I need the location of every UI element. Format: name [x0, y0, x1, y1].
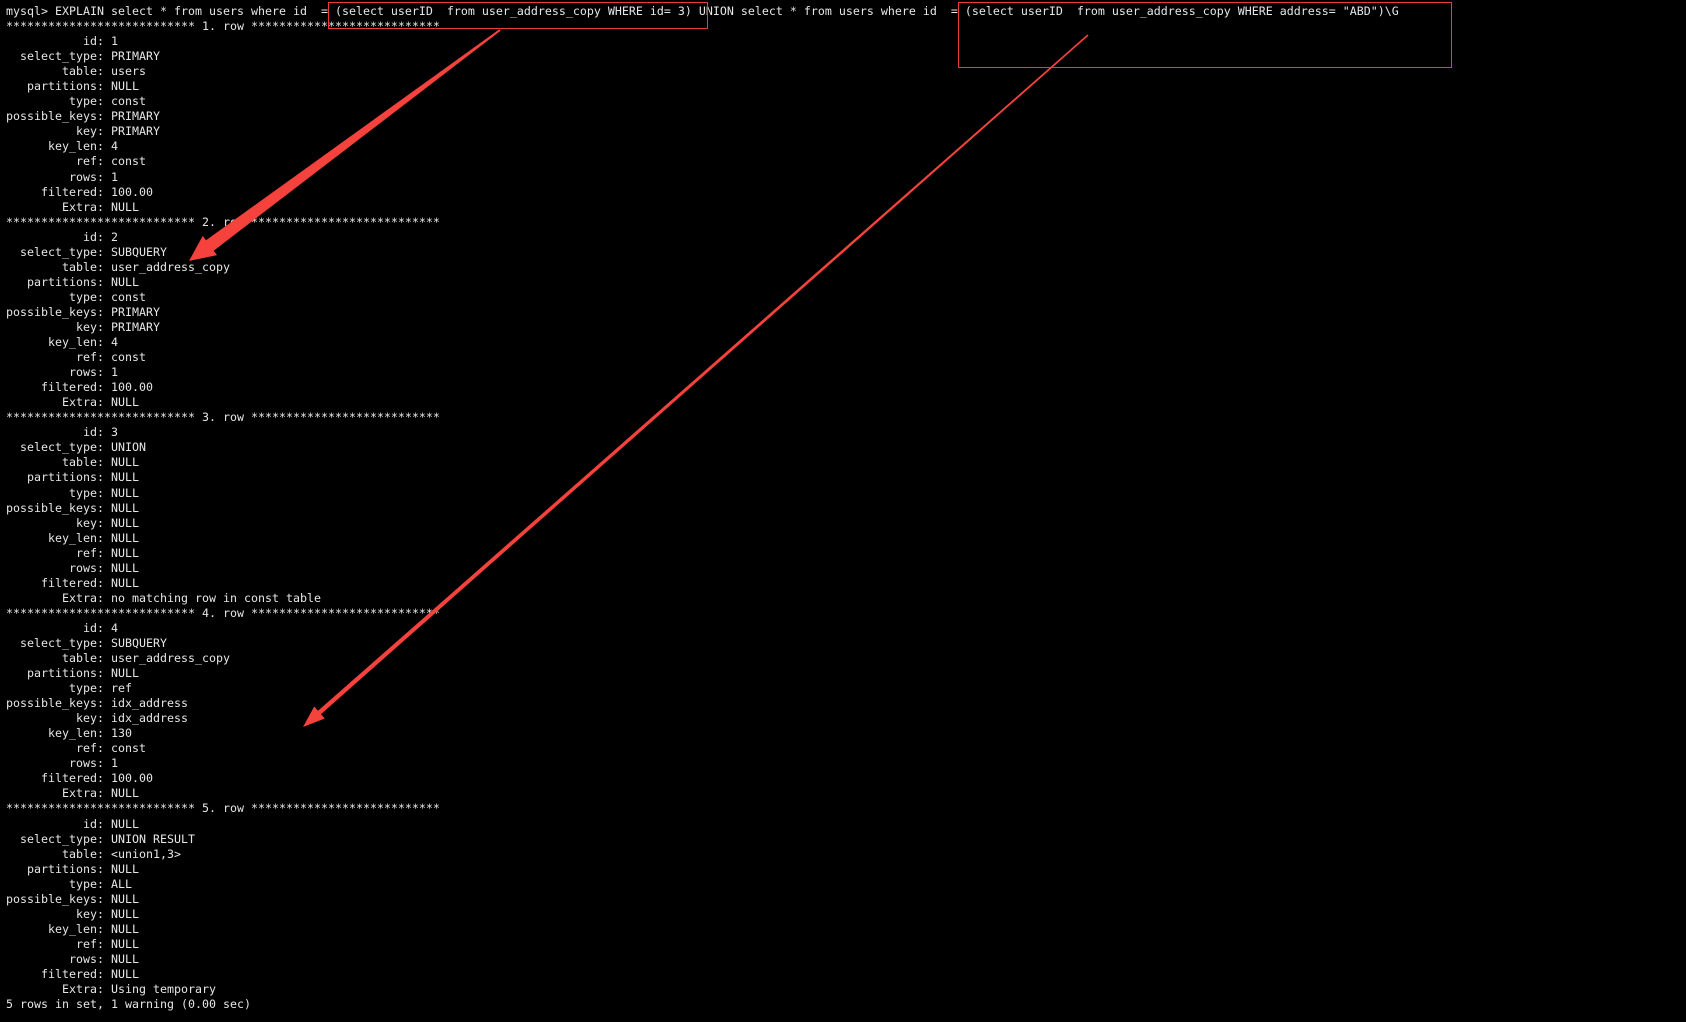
explain-field-ref: ref: const — [75, 350, 146, 365]
explain-field-possible_keys: possible_keys: NULL — [6, 500, 139, 515]
explain-field-key_len: key_len: 4 — [47, 139, 118, 154]
explain-field-ref: ref: NULL — [75, 936, 139, 951]
explain-field-key_len: key_len: NULL — [47, 921, 139, 936]
explain-field-possible_keys: possible_keys: idx_address — [6, 696, 188, 711]
explain-field-filtered: filtered: NULL — [40, 575, 139, 590]
explain-field-extra: Extra: no matching row in const table — [61, 590, 321, 605]
explain-field-rows: rows: 1 — [68, 365, 118, 380]
explain-field-possible_keys: possible_keys: PRIMARY — [6, 109, 160, 124]
explain-field-table: table: <union1,3> — [61, 846, 181, 861]
explain-field-key: key: NULL — [75, 515, 139, 530]
explain-field-type: type: const — [68, 94, 146, 109]
row-separator: *************************** 5. row *****… — [6, 801, 440, 816]
highlight-box-subquery-id3 — [328, 2, 708, 29]
explain-field-partitions: partitions: NULL — [26, 79, 139, 94]
explain-field-rows: rows: 1 — [68, 756, 118, 771]
explain-field-type: type: const — [68, 289, 146, 304]
explain-field-key: key: idx_address — [75, 711, 188, 726]
explain-field-id: id: 2 — [82, 229, 118, 244]
row-separator: *************************** 3. row *****… — [6, 410, 440, 425]
command-line: mysql> EXPLAIN select * from users where… — [6, 4, 1399, 18]
explain-field-id: id: 4 — [82, 620, 118, 635]
explain-field-rows: rows: 1 — [68, 169, 118, 184]
explain-field-key_len: key_len: 4 — [47, 335, 118, 350]
explain-field-table: table: user_address_copy — [61, 259, 230, 274]
explain-field-extra: Extra: NULL — [61, 786, 139, 801]
explain-field-partitions: partitions: NULL — [26, 274, 139, 289]
explain-field-possible_keys: possible_keys: NULL — [6, 891, 139, 906]
explain-field-select_type: select_type: UNION RESULT — [19, 831, 195, 846]
explain-field-partitions: partitions: NULL — [26, 861, 139, 876]
explain-field-ref: ref: const — [75, 154, 146, 169]
explain-field-extra: Extra: NULL — [61, 199, 139, 214]
row-separator: *************************** 4. row *****… — [6, 605, 440, 620]
explain-field-key_len: key_len: NULL — [47, 530, 139, 545]
explain-field-type: type: NULL — [68, 485, 139, 500]
explain-field-extra: Extra: NULL — [61, 395, 139, 410]
explain-field-id: id: NULL — [82, 816, 139, 831]
explain-field-table: table: user_address_copy — [61, 651, 230, 666]
explain-field-id: id: 3 — [82, 425, 118, 440]
explain-field-ref: ref: const — [75, 741, 146, 756]
explain-field-rows: rows: NULL — [68, 560, 139, 575]
explain-field-select_type: select_type: PRIMARY — [19, 49, 160, 64]
explain-field-ref: ref: NULL — [75, 545, 139, 560]
explain-field-select_type: select_type: SUBQUERY — [19, 244, 167, 259]
explain-field-filtered: filtered: 100.00 — [40, 380, 153, 395]
highlight-box-subquery-address-abd — [958, 2, 1452, 68]
explain-field-select_type: select_type: UNION — [19, 440, 146, 455]
explain-field-rows: rows: NULL — [68, 951, 139, 966]
explain-field-key_len: key_len: 130 — [47, 726, 132, 741]
explain-field-type: type: ref — [68, 681, 132, 696]
explain-field-type: type: ALL — [68, 876, 132, 891]
explain-field-filtered: filtered: NULL — [40, 967, 139, 981]
row-separator: *************************** 2. row *****… — [6, 214, 440, 229]
explain-field-id: id: 1 — [82, 34, 118, 49]
result-summary: 5 rows in set, 1 warning (0.00 sec) — [6, 997, 251, 1012]
explain-field-key: key: NULL — [75, 906, 139, 921]
explain-field-extra: Extra: Using temporary — [61, 982, 216, 997]
explain-field-partitions: partitions: NULL — [26, 666, 139, 681]
explain-field-filtered: filtered: 100.00 — [40, 771, 153, 786]
explain-field-key: key: PRIMARY — [75, 124, 160, 139]
explain-field-possible_keys: possible_keys: PRIMARY — [6, 304, 160, 319]
explain-field-table: table: users — [61, 64, 146, 79]
explain-field-table: table: NULL — [61, 455, 139, 470]
explain-field-select_type: select_type: SUBQUERY — [19, 635, 167, 650]
explain-field-partitions: partitions: NULL — [26, 470, 139, 485]
explain-field-key: key: PRIMARY — [75, 319, 160, 334]
explain-field-filtered: filtered: 100.00 — [40, 184, 153, 199]
